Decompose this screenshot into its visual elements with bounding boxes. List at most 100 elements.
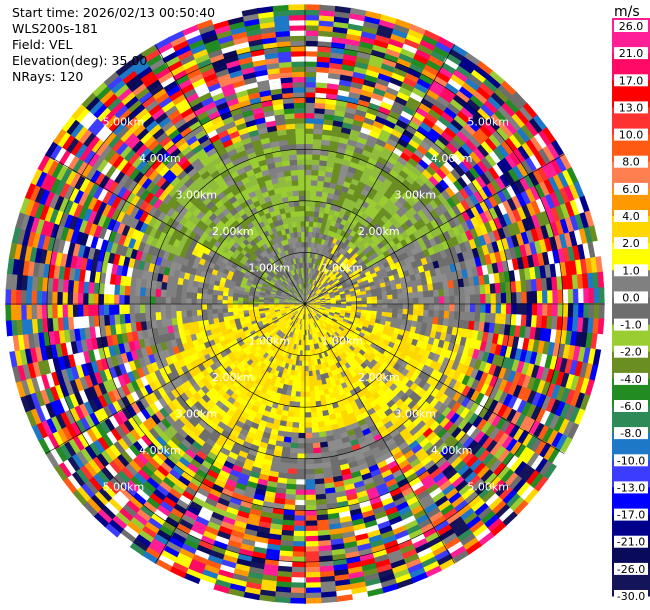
- velocity-cell: [380, 128, 393, 139]
- velocity-cell: [314, 269, 319, 276]
- velocity-cell: [397, 156, 409, 167]
- velocity-cell: [389, 151, 402, 162]
- velocity-cell: [450, 153, 463, 167]
- velocity-cell: [295, 463, 306, 470]
- velocity-cell: [304, 386, 310, 393]
- velocity-cell: [304, 432, 313, 439]
- velocity-cell: [340, 255, 347, 262]
- velocity-cell: [392, 146, 405, 158]
- velocity-cell: [382, 96, 397, 107]
- velocity-cell: [487, 96, 503, 112]
- velocity-cell: [400, 81, 416, 93]
- velocity-cell: [353, 261, 360, 268]
- velocity-cell: [360, 30, 379, 41]
- velocity-cell: [304, 221, 310, 227]
- velocity-cell: [304, 179, 312, 186]
- velocity-cell: [488, 133, 503, 149]
- velocity-cell: [378, 19, 397, 30]
- velocity-cell: [562, 289, 569, 305]
- velocity-cell: [317, 40, 334, 48]
- velocity-cell: [450, 73, 467, 88]
- velocity-cell: [317, 216, 324, 224]
- velocity-cell: [466, 119, 481, 134]
- velocity-cell: [464, 170, 477, 184]
- velocity-cell: [374, 34, 393, 45]
- velocity-cell: [439, 164, 452, 177]
- velocity-cell: [411, 58, 428, 70]
- velocity-cell: [460, 106, 476, 121]
- velocity-cell: [304, 391, 311, 398]
- velocity-cell: [369, 97, 384, 107]
- velocity-cell: [355, 56, 372, 65]
- velocity-cell: [435, 70, 453, 84]
- velocity-cell: [504, 137, 519, 154]
- velocity-cell: [331, 276, 338, 282]
- velocity-cell: [464, 52, 482, 67]
- velocity-cell: [435, 182, 447, 195]
- velocity-cell: [442, 86, 458, 100]
- velocity-cell: [304, 252, 308, 258]
- velocity-cell: [572, 303, 579, 320]
- velocity-cell: [324, 275, 330, 282]
- velocity-cell: [309, 289, 313, 295]
- velocity-cell: [331, 172, 341, 180]
- velocity-cell: [348, 134, 360, 143]
- velocity-cell: [385, 86, 401, 97]
- velocity-cell: [478, 200, 490, 214]
- velocity-cell: [419, 121, 434, 134]
- velocity-cell: [457, 176, 469, 190]
- velocity-cell: [363, 20, 381, 31]
- velocity-cell: [345, 277, 352, 284]
- velocity-cell: [480, 293, 486, 305]
- velocity-cell: [483, 197, 495, 211]
- velocity-cell: [402, 147, 415, 159]
- velocity-cell: [321, 287, 327, 292]
- velocity-cell: [313, 123, 325, 130]
- velocity-cell: [337, 259, 344, 266]
- velocity-cell: [304, 45, 320, 52]
- velocity-cell: [320, 272, 325, 279]
- velocity-cell: [423, 93, 438, 106]
- velocity-cell: [324, 103, 338, 111]
- velocity-cell: [292, 520, 306, 527]
- velocity-cell: [330, 267, 337, 274]
- velocity-cell: [459, 126, 474, 141]
- velocity-cell: [304, 174, 313, 181]
- velocity-cell: [430, 104, 446, 117]
- velocity-cell: [290, 551, 306, 558]
- velocity-cell: [309, 205, 316, 212]
- velocity-cell: [521, 303, 528, 317]
- velocity-cell: [414, 162, 427, 174]
- velocity-cell: [432, 157, 445, 170]
- velocity-cell: [446, 172, 459, 185]
- velocity-cell: [474, 65, 492, 81]
- velocity-cell: [515, 109, 531, 127]
- velocity-cell: [293, 499, 306, 506]
- velocity-cell: [430, 79, 447, 93]
- velocity-cell: [304, 86, 318, 93]
- velocity-cell: [313, 133, 324, 140]
- velocity-cell: [388, 110, 402, 121]
- velocity-cell: [322, 186, 331, 193]
- velocity-cell: [495, 176, 507, 192]
- velocity-cell: [326, 197, 334, 205]
- velocity-cell: [372, 44, 389, 54]
- velocity-cell: [304, 107, 316, 114]
- velocity-cell: [451, 204, 463, 217]
- velocity-cell: [357, 46, 375, 55]
- velocity-cell: [427, 146, 441, 159]
- velocity-cell: [340, 280, 347, 286]
- velocity-cell: [355, 275, 362, 282]
- velocity-cell: [516, 291, 523, 305]
- velocity-cell: [325, 245, 331, 253]
- velocity-cell: [342, 257, 350, 264]
- velocity-cell: [456, 213, 467, 225]
- velocity-cell: [312, 226, 318, 233]
- velocity-cell: [361, 264, 368, 271]
- velocity-cell: [304, 272, 307, 279]
- velocity-cell: [532, 168, 545, 186]
- velocity-cell: [324, 282, 330, 288]
- velocity-cell: [310, 195, 317, 202]
- velocity-cell: [304, 468, 315, 475]
- velocity-cell: [363, 234, 372, 243]
